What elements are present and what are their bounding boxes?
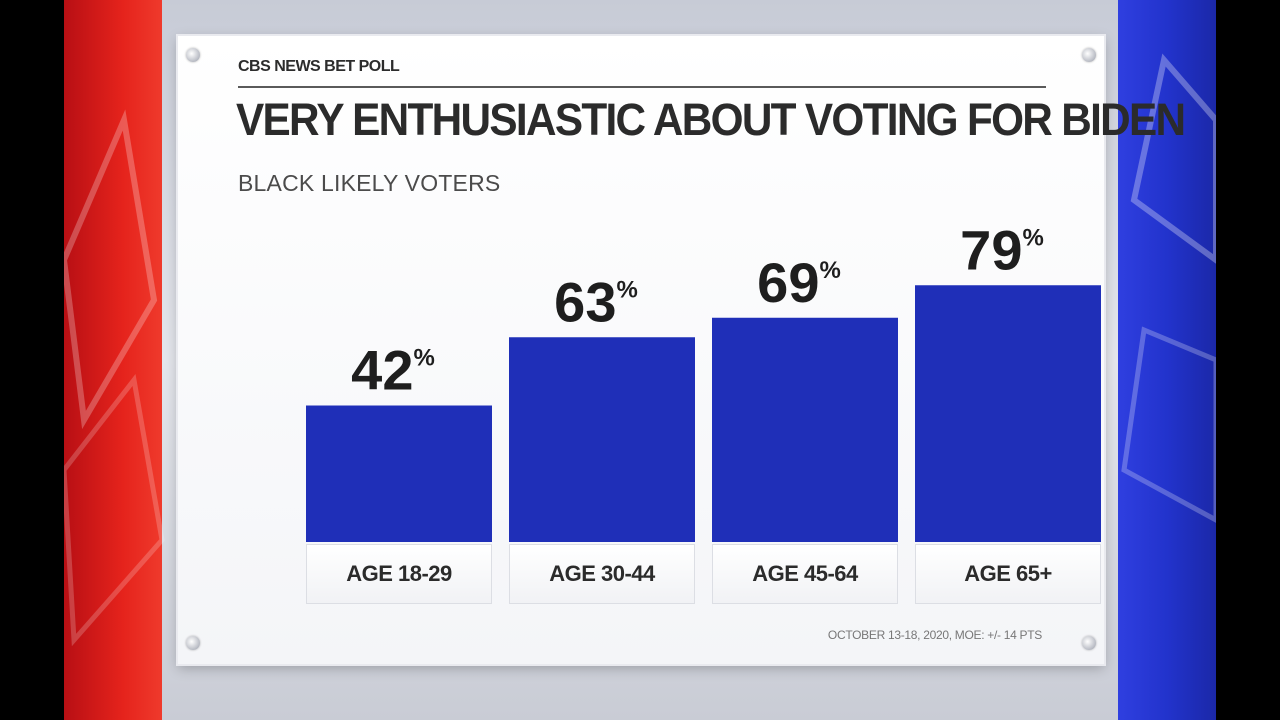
bar-4 bbox=[915, 285, 1101, 542]
category-label: AGE 45-64 bbox=[752, 561, 858, 586]
category-label: AGE 65+ bbox=[964, 561, 1052, 586]
blue-side-panel bbox=[1118, 0, 1216, 720]
brand-label: CBS NEWS BET POLL bbox=[238, 58, 400, 75]
data-label-4: 79% bbox=[960, 218, 1044, 281]
star-decoration bbox=[64, 53, 1216, 647]
screw-icon bbox=[1082, 636, 1096, 650]
chart-subtitle: BLACK LIKELY VOTERS bbox=[238, 170, 501, 196]
bar-1 bbox=[306, 405, 492, 542]
bar-2 bbox=[509, 337, 695, 542]
chart-title: VERY ENTHUSIASTIC ABOUT VOTING FOR BIDEN bbox=[236, 94, 1186, 145]
screw-icon bbox=[1082, 48, 1096, 62]
screw-icon bbox=[186, 48, 200, 62]
category-label-box: AGE 45-64 bbox=[712, 544, 898, 604]
data-label-2: 63% bbox=[554, 270, 638, 333]
category-label: AGE 30-44 bbox=[549, 561, 655, 586]
bar-chart: 42% 63% 69% 79% bbox=[306, 218, 1101, 542]
data-label-3: 69% bbox=[757, 251, 841, 314]
poll-card: CBS NEWS BET POLL VERY ENTHUSIASTIC ABOU… bbox=[178, 36, 1186, 664]
screw-icon bbox=[186, 636, 200, 650]
bar-3 bbox=[712, 317, 898, 542]
footnote: OCTOBER 13-18, 2020, MOE: +/- 14 PTS bbox=[827, 628, 1042, 642]
category-label-box: AGE 18-29 bbox=[306, 544, 492, 604]
header-divider bbox=[238, 86, 1046, 88]
broadcast-frame: CBS NEWS BET POLL VERY ENTHUSIASTIC ABOU… bbox=[64, 0, 1216, 720]
category-label-box: AGE 30-44 bbox=[509, 544, 695, 604]
category-label: AGE 18-29 bbox=[346, 561, 452, 586]
category-label-box: AGE 65+ bbox=[915, 544, 1101, 604]
red-side-panel bbox=[64, 0, 162, 720]
data-label-1: 42% bbox=[351, 339, 435, 402]
